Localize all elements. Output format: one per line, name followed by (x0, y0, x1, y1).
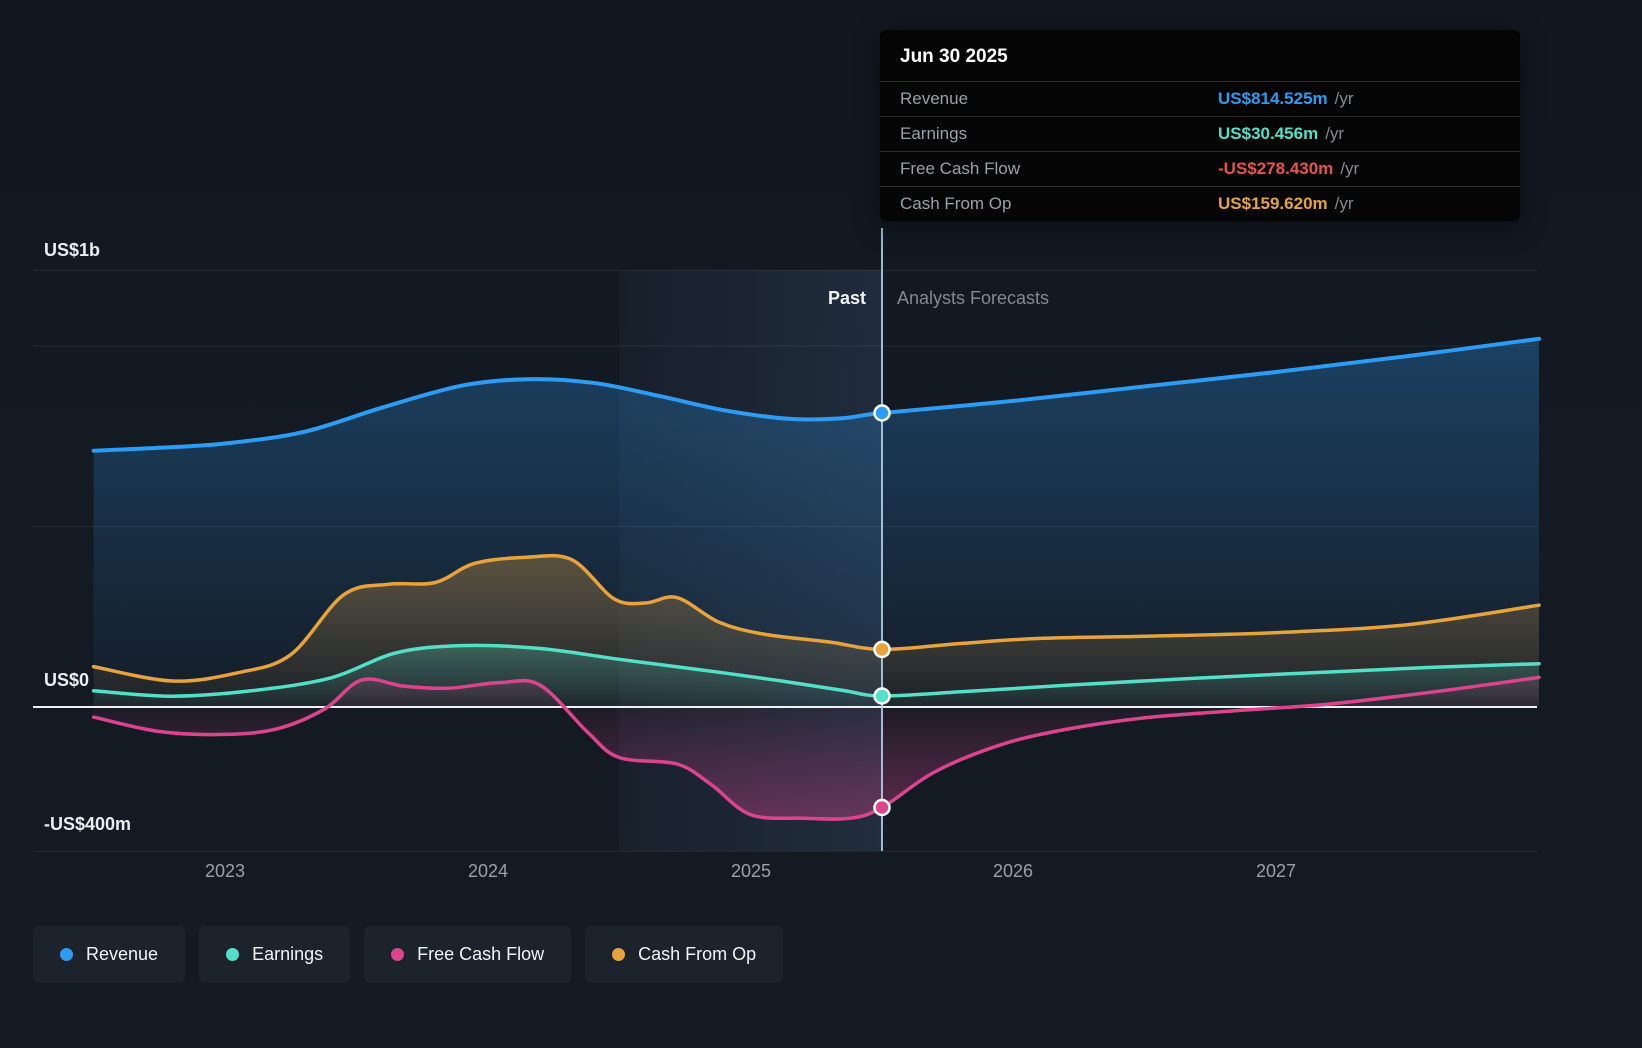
free-cash-flow-marker (873, 798, 891, 817)
earnings-dot-icon (226, 948, 240, 961)
legend-item-revenue[interactable]: Revenue (33, 926, 186, 983)
tooltip-earnings-value: US$30.456m (1218, 124, 1319, 143)
tooltip-earnings-unit: /yr (1325, 124, 1345, 143)
tooltip-revenue-label: Revenue (900, 89, 969, 108)
legend-earnings-label: Earnings (252, 944, 324, 964)
tooltip-revenue-value: US$814.525m (1218, 89, 1328, 108)
legend-cashop-label: Cash From Op (638, 944, 757, 964)
chart-tooltip: Jun 30 2025 Revenue US$814.525m /yr Earn… (880, 30, 1520, 221)
x-axis-label-2026: 2026 (992, 861, 1034, 881)
tooltip-date: Jun 30 2025 (900, 46, 1008, 67)
cash-from-op-line (91, 553, 1541, 683)
past-region-label: Past (827, 288, 866, 308)
tooltip-cashop-unit: /yr (1334, 194, 1354, 213)
tooltip-cashop-label: Cash From Op (900, 194, 1012, 213)
chart-legend: Revenue Earnings Free Cash Flow Cash Fro… (33, 926, 784, 983)
cash-from-op-dot-icon (612, 948, 626, 961)
legend-item-free-cash-flow[interactable]: Free Cash Flow (364, 926, 572, 983)
x-axis-label-2023: 2023 (204, 861, 246, 881)
earnings-marker (873, 687, 891, 705)
free-cash-flow-dot-icon (391, 948, 405, 961)
tooltip-row-free-cash-flow: Free Cash Flow -US$278.430m /yr (880, 151, 1520, 186)
legend-revenue-label: Revenue (86, 944, 159, 964)
x-axis-label-2025: 2025 (730, 861, 772, 881)
tooltip-row-cash-from-op: Cash From Op US$159.620m /yr (880, 186, 1520, 221)
legend-item-cash-from-op[interactable]: Cash From Op (585, 926, 784, 983)
revenue-dot-icon (60, 948, 73, 961)
tooltip-row-revenue: Revenue US$814.525m /yr (880, 81, 1520, 116)
tooltip-revenue-unit: /yr (1334, 89, 1354, 108)
forecast-region-label: Analysts Forecasts (897, 288, 1050, 308)
revenue-line (91, 336, 1541, 453)
tooltip-fcf-unit: /yr (1340, 159, 1360, 178)
tooltip-earnings-label: Earnings (900, 124, 968, 143)
tooltip-row-earnings: Earnings US$30.456m /yr (880, 116, 1520, 151)
revenue-marker (873, 404, 891, 422)
tooltip-fcf-value: -US$278.430m (1218, 159, 1334, 178)
y-axis-label-1b: US$1b (44, 240, 101, 260)
y-axis-label-zero: US$0 (44, 670, 90, 690)
y-axis-label-neg400m: -US$400m (44, 814, 132, 834)
free-cash-flow-area (93, 677, 1540, 820)
x-axis-label-2027: 2027 (1255, 861, 1297, 881)
legend-item-earnings[interactable]: Earnings (199, 926, 351, 983)
earnings-line (91, 643, 1541, 698)
free-cash-flow-line (91, 675, 1541, 821)
cash-from-op-marker (873, 640, 891, 659)
tooltip-cashop-value: US$159.620m (1218, 194, 1328, 213)
legend-fcf-label: Free Cash Flow (417, 944, 545, 964)
x-axis-label-2024: 2024 (467, 861, 509, 881)
tooltip-fcf-label: Free Cash Flow (900, 159, 1020, 178)
